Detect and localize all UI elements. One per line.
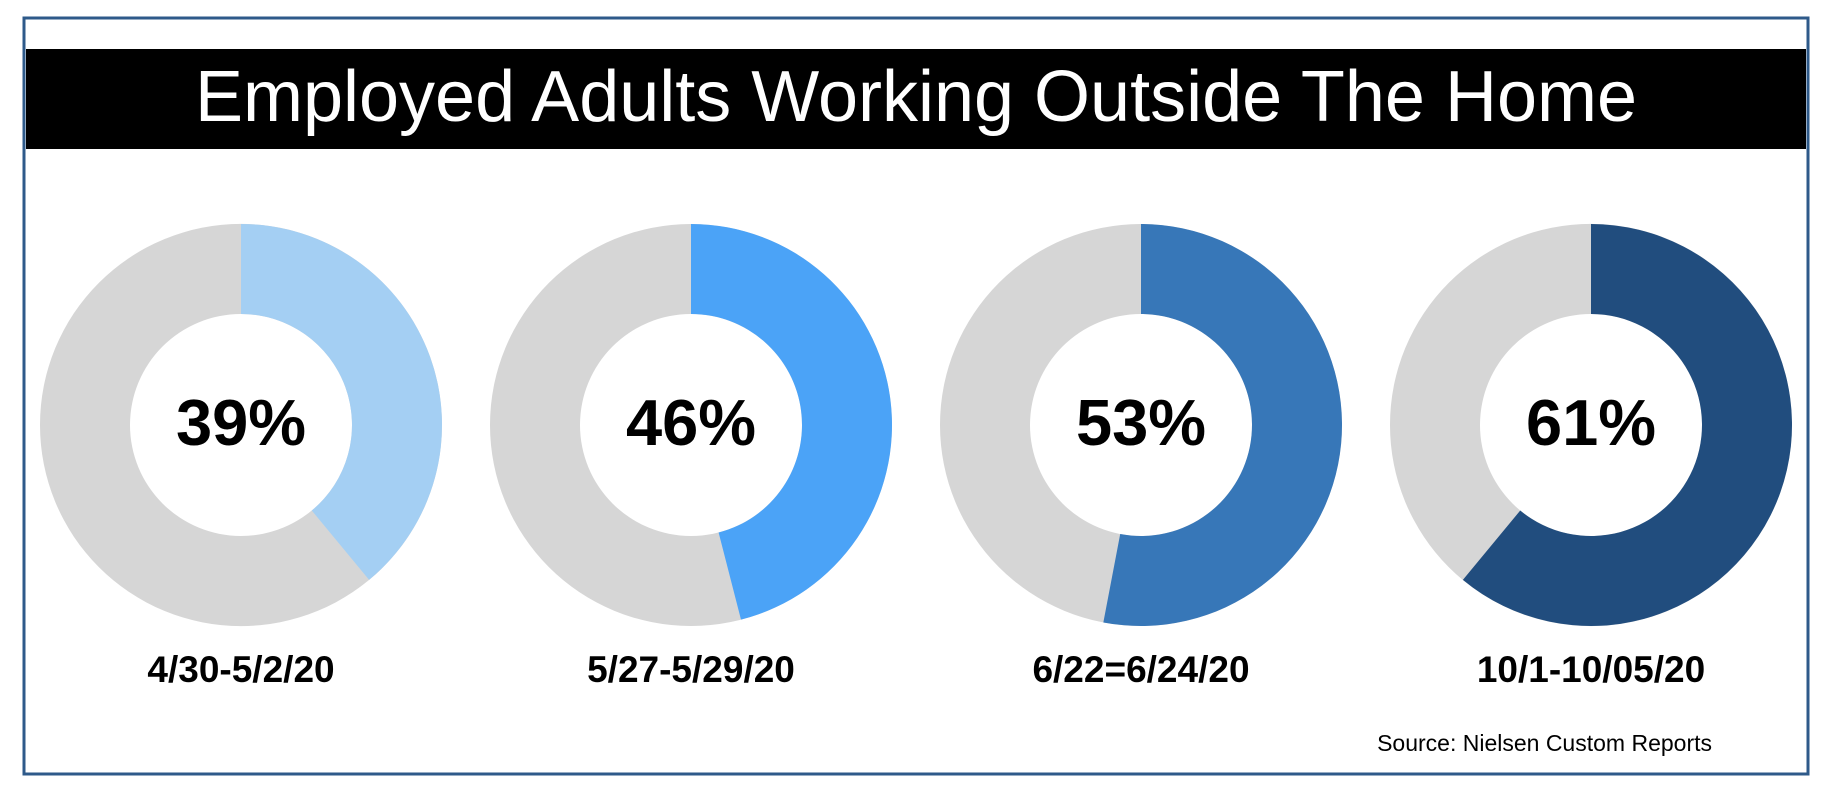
title: Employed Adults Working Outside The Home: [195, 57, 1637, 137]
title-bar: [26, 49, 1806, 149]
donut-segment: [1103, 224, 1342, 626]
source: Source: Nielsen Custom Reports: [1377, 730, 1712, 756]
donut-segment: [241, 224, 442, 580]
donut-segment: [1462, 224, 1793, 626]
value-label: 46%: [626, 386, 756, 459]
donut-segment: [691, 224, 893, 620]
period-label: 4/30-5/2/20: [147, 649, 334, 690]
value-label: 61%: [1526, 386, 1656, 459]
period-label: 5/27-5/29/20: [587, 649, 795, 690]
value-label: 39%: [176, 386, 306, 459]
period-label: 10/1-10/05/20: [1477, 649, 1705, 690]
period-label: 6/22=6/24/20: [1032, 649, 1249, 690]
value-label: 53%: [1076, 386, 1206, 459]
